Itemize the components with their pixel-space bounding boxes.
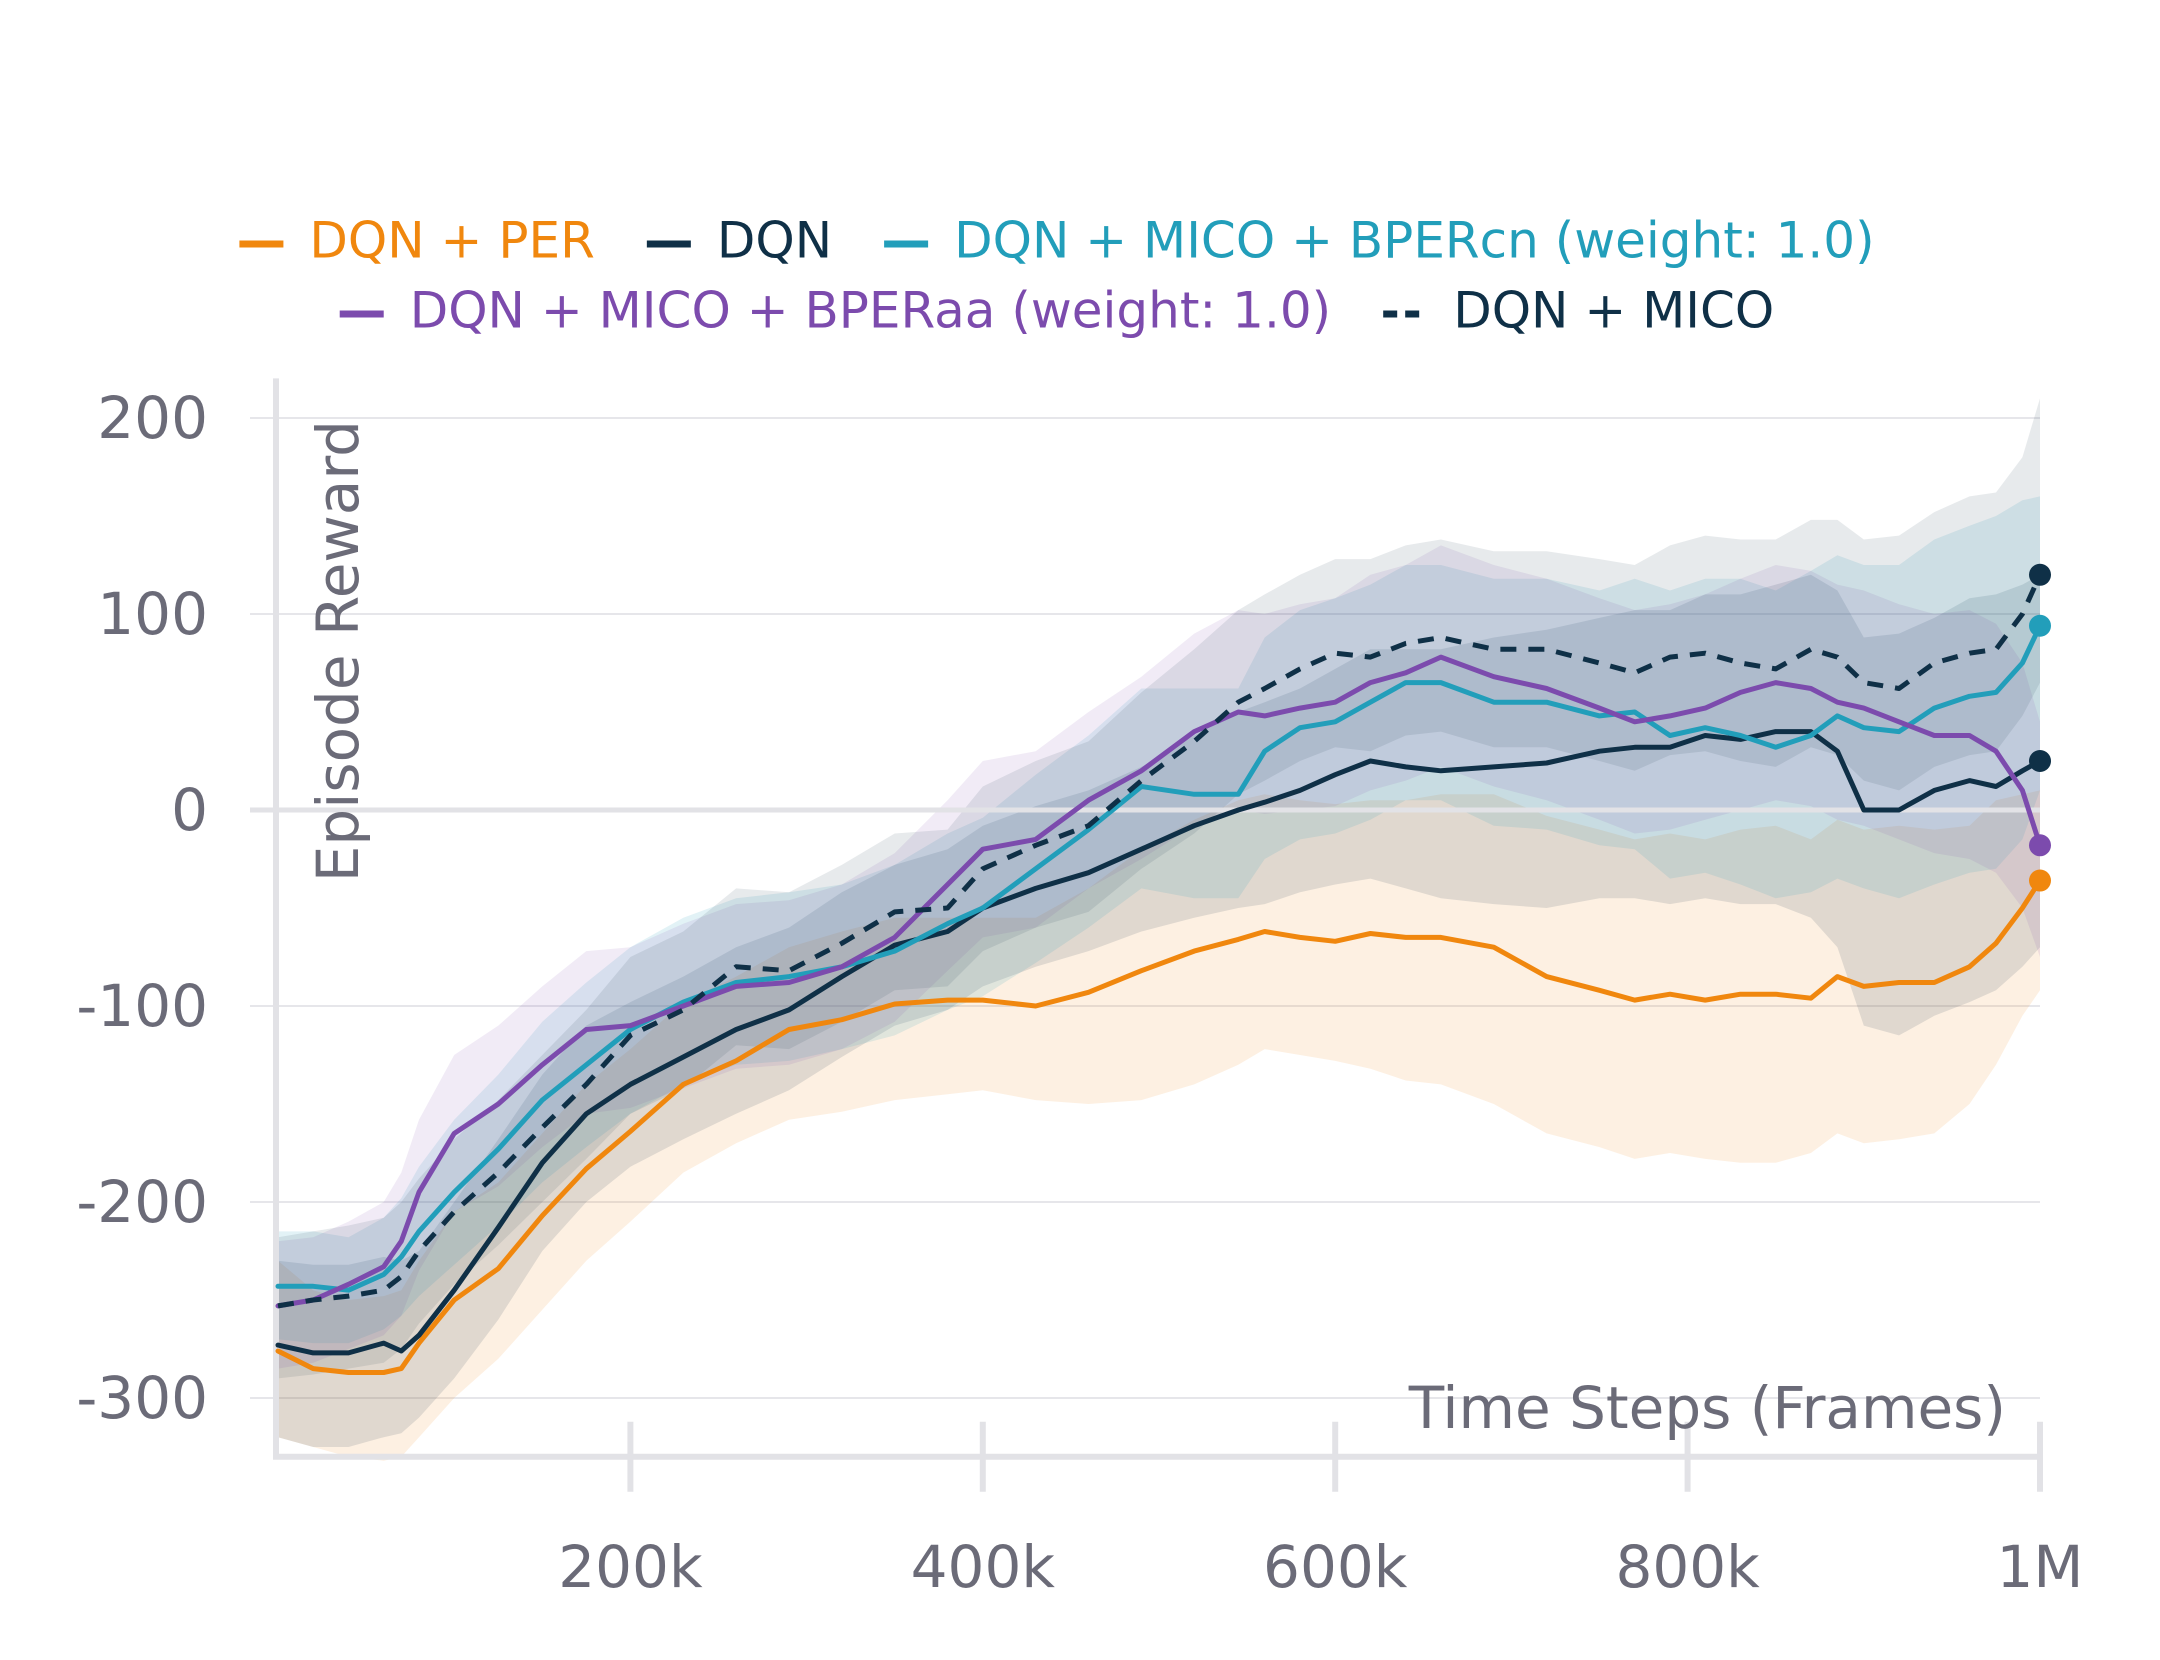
series-line-0 (275, 878, 2043, 1375)
x-axis-label: Time Steps (Frames) (1408, 1374, 2006, 1442)
series-line-1 (275, 729, 2043, 1356)
grid-layer (250, 417, 2040, 1399)
tick-labels: 200 100 0 -100 -200 -300 200k 400k 600k 800k 1M (76, 384, 2083, 1601)
confidence-band-0 (278, 790, 2040, 1461)
y-tick-label: 0 (171, 776, 208, 844)
legend-label: DQN (717, 212, 832, 270)
series-line-3 (275, 654, 2043, 1309)
confidence-band-1 (278, 574, 2040, 1447)
legend-item: DQN + MICO + BPERaa (weight: 1.0) (339, 282, 1331, 340)
confidence-band-4 (278, 398, 2040, 1379)
y-tick-label: -100 (76, 972, 208, 1040)
series-lines (275, 573, 2043, 1375)
series-end-marker-2 (2029, 614, 2051, 637)
y-tick-label: -200 (76, 1168, 208, 1236)
x-tick-label: 1M (1997, 1533, 2084, 1601)
series-end-marker-0 (2029, 869, 2051, 892)
legend-label: DQN + PER (309, 212, 594, 270)
legend-label: DQN + MICO + BPERaa (weight: 1.0) (410, 282, 1331, 340)
series-end-marker-1 (2029, 750, 2051, 772)
legend-item: DQN + PER (239, 212, 595, 270)
y-tick-label: 100 (97, 580, 208, 648)
y-tick-label: 200 (97, 384, 208, 452)
legend-item: DQN + MICO (1383, 282, 1774, 340)
x-tick-label: 200k (558, 1533, 703, 1601)
series-end-marker-3 (2029, 834, 2051, 857)
x-tick-label: 800k (1615, 1533, 1760, 1601)
series-line-4 (277, 573, 2043, 1309)
legend-item: DQN (646, 212, 832, 270)
x-tick-label: 600k (1263, 1533, 1408, 1601)
series-end-marker-4 (2029, 563, 2051, 586)
legend-item: DQN + MICO + BPERcn (weight: 1.0) (884, 212, 1875, 270)
axes (273, 378, 2043, 1492)
x-tick-label: 400k (911, 1533, 1056, 1601)
legend-label: DQN + MICO + BPERcn (weight: 1.0) (954, 212, 1874, 270)
confidence-bands (278, 398, 2040, 1461)
legend-label: DQN + MICO (1453, 282, 1774, 340)
series-line-2 (275, 623, 2043, 1293)
y-axis-label: Episode Reward (304, 420, 372, 882)
series-end-markers (2029, 563, 2051, 892)
y-tick-label: -300 (76, 1364, 208, 1432)
legend: DQN + PER DQN DQN + MICO + BPERcn (weight:… (239, 212, 1875, 340)
